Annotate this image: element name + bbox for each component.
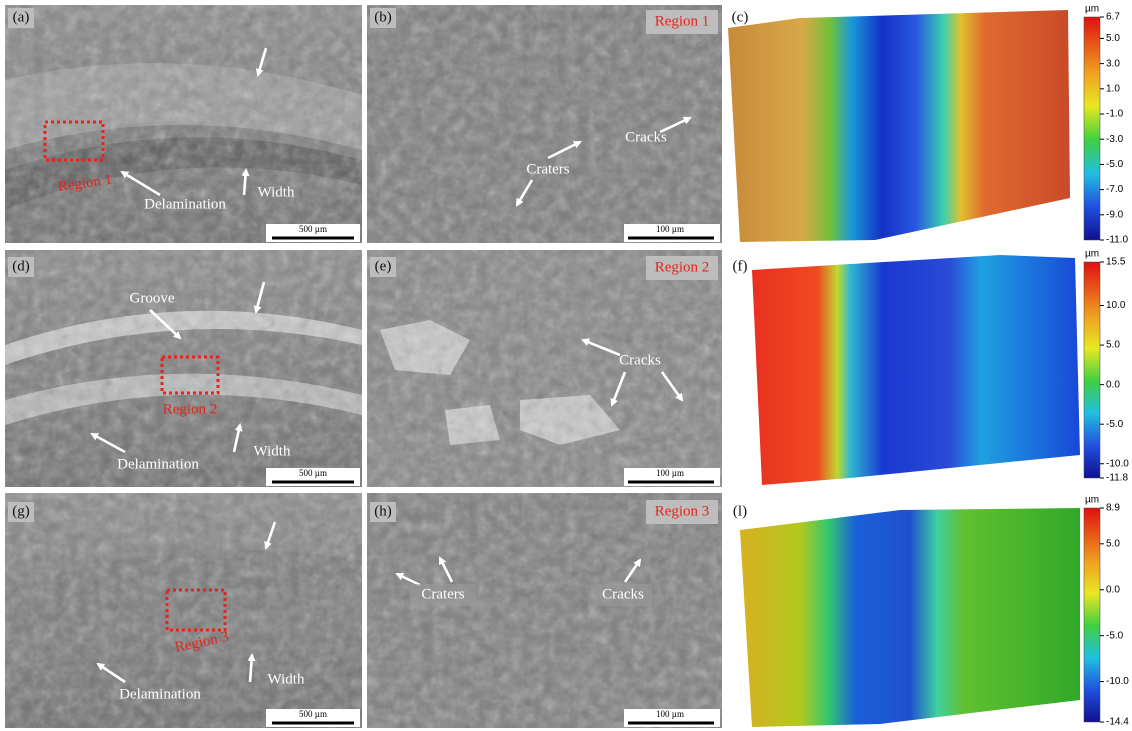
scale-bar-label: 500 µm [299,468,327,478]
colorbar-tick-label: 0.0 [1106,584,1120,595]
annotation: Region 2 [655,259,710,275]
panel-label: (g) [12,503,30,519]
annotation: Delamination [119,686,201,702]
annotation: Cracks [602,586,644,602]
colorbar-tick-label: -5.0 [1106,159,1124,170]
colorbar-unit: µm [1085,4,1099,15]
panel-label: (c) [732,9,749,25]
annotation: Region 1 [655,13,710,29]
annotation: Cracks [619,352,661,368]
colorbar-tick-label: -14.4 [1106,717,1129,728]
surface-maps [728,10,1080,727]
colorbar-tick-label: -1.0 [1106,109,1124,120]
annotation: Delamination [117,456,199,472]
colorbar [1084,262,1100,478]
colorbar-tick-label: 1.0 [1106,83,1120,94]
annotation: Delamination [144,196,226,212]
panel-label: (l) [733,503,747,519]
colorbar-tick-label: -10.0 [1106,676,1129,687]
panel-label: (e) [375,258,392,274]
colorbar-tick-label: -10.0 [1106,458,1129,469]
annotation: Craters [526,161,569,177]
annotation: Region 2 [163,401,218,417]
colorbar-tick-label: -5.0 [1106,419,1124,430]
colorbar-tick-label: 0.0 [1106,379,1120,390]
scale-bar-label: 100 µm [656,224,684,234]
colorbar-tick-label: 5.0 [1106,340,1120,351]
colorbars: µm 6.7 5.0 3.0 1.0 -1.0 -3.0 -5.0 -7.0 -9.0 -11.0 µ… [1084,4,1129,728]
colorbar-tick-label: -5.0 [1106,630,1124,641]
colorbar-unit: µm [1085,249,1099,260]
colorbar-tick-label: -11.0 [1106,235,1128,246]
panel-label: (d) [12,258,30,274]
colorbar-tick-label: 15.5 [1106,257,1126,268]
colorbar-unit: µm [1085,495,1099,506]
colorbar-tick-label: 8.9 [1106,503,1120,514]
scale-bar-label: 500 µm [299,224,327,234]
scale-bar-label: 100 µm [656,709,684,719]
colorbar-tick-label: 5.0 [1106,33,1120,44]
annotation: Craters [421,586,464,602]
colorbar [1084,17,1100,240]
panel-label: (b) [374,9,392,25]
annotation: Groove [130,290,175,306]
scale-bar-label: 500 µm [299,709,327,719]
panel-label: (h) [374,503,392,519]
colorbar-tick-label: -9.0 [1106,209,1124,220]
colorbar-tick-label: -3.0 [1106,134,1124,145]
colorbar-tick-label: -7.0 [1106,184,1124,195]
figure: (a) (b) (c) (d) (e) (f) (g) (h) (l) Regi… [0,0,1132,731]
colorbar-tick-label: 6.7 [1106,12,1120,23]
scale-bar-label: 100 µm [656,468,684,478]
annotation: Region 3 [655,503,710,519]
panel-label: (f) [733,258,748,274]
colorbar-tick-label: -11.8 [1106,473,1128,484]
panel-label: (a) [13,9,30,25]
annotation: Width [268,671,305,687]
colorbar-tick-label: 5.0 [1106,538,1120,549]
colorbar-tick-label: 10.0 [1106,300,1126,311]
colorbar [1084,508,1100,722]
annotation: Width [258,184,295,200]
sem-images [5,5,722,728]
colorbar-tick-label: 3.0 [1106,58,1120,69]
annotation: Width [254,443,291,459]
annotation: Cracks [625,129,667,145]
